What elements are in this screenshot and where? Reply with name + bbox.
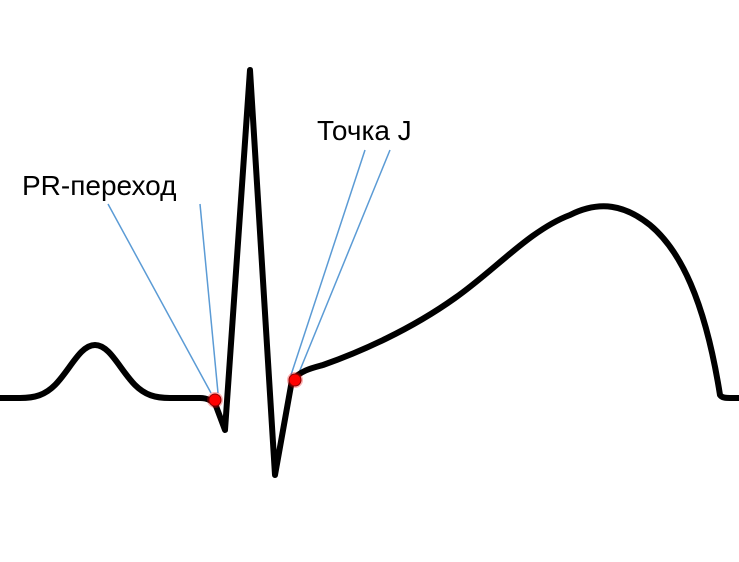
j-point-marker-dot xyxy=(289,374,301,386)
pr-pointer-line-1 xyxy=(108,204,211,393)
ecg-diagram: PR-переход Точка J xyxy=(0,0,739,562)
ecg-svg-canvas xyxy=(0,0,739,562)
label-pr-junction: PR-переход xyxy=(22,170,176,202)
pr-pointer-line-2 xyxy=(200,204,218,393)
label-j-point: Точка J xyxy=(317,115,412,147)
pr-junction-marker-dot xyxy=(209,394,221,406)
j-pointer-line-1 xyxy=(291,150,365,375)
